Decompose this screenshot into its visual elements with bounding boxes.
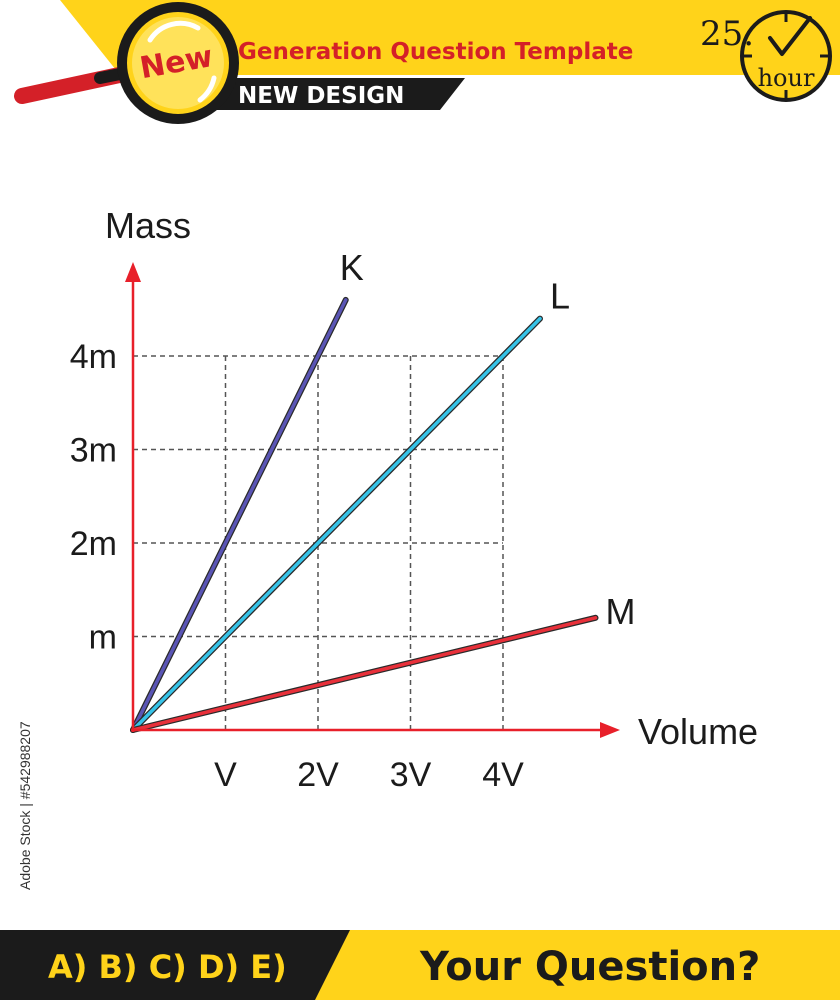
- x-axis-label: Volume: [638, 711, 758, 752]
- x-tick-label-2: 2V: [297, 756, 339, 794]
- answer-options: A) B) C) D) E): [48, 948, 287, 986]
- x-axis-arrow-icon: [600, 722, 620, 738]
- magnifier-icon: [14, 2, 239, 124]
- y-tick-label-2: 2m: [70, 525, 117, 563]
- footer-dark-band: [0, 930, 350, 1000]
- question-text: Your Question?: [419, 944, 760, 990]
- header-title: Generation Question Template: [238, 39, 633, 65]
- series-lines: K L M: [130, 247, 636, 733]
- y-axis-arrow-icon: [125, 262, 141, 282]
- checkmark-icon: [768, 16, 812, 56]
- axes: [125, 262, 620, 738]
- clock-icon: [740, 10, 832, 102]
- series-l-label: L: [550, 276, 570, 317]
- header: NEW DESIGN Generation Question Template …: [14, 0, 840, 124]
- x-tick-label-1: V: [214, 756, 237, 794]
- y-tick-label-3: 3m: [70, 432, 117, 470]
- y-tick-label-1: m: [89, 619, 117, 657]
- subtitle-banner: [215, 78, 465, 110]
- series-m-label: M: [606, 591, 636, 632]
- x-tick-label-3: 3V: [390, 756, 432, 794]
- footer: A) B) C) D) E) Your Question?: [0, 930, 840, 1000]
- series-l-line: [131, 316, 542, 732]
- header-subtitle: NEW DESIGN: [238, 83, 404, 109]
- y-axis-label: Mass: [105, 205, 191, 246]
- series-k-line: [131, 298, 348, 732]
- y-tick-label-4: 4m: [70, 338, 117, 376]
- timer-unit: hour: [758, 64, 815, 92]
- header-yellow-band: [60, 0, 840, 75]
- tick-labels: V 2V 3V 4V m 2m 3m 4m: [70, 338, 524, 794]
- timer-number: 25.: [700, 14, 754, 54]
- x-tick-label-4: 4V: [482, 756, 524, 794]
- series-m-line: [131, 616, 598, 732]
- stock-id-text: Adobe Stock | #542988207: [17, 721, 33, 890]
- chart: K L M V 2V 3V 4V m 2m 3m 4m Mass Volume: [70, 205, 758, 794]
- series-k-label: K: [340, 247, 364, 288]
